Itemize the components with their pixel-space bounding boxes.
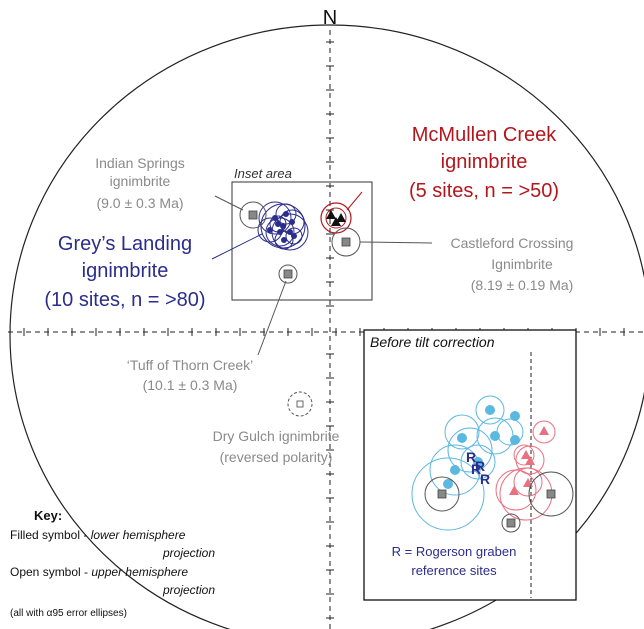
mcmullen-creek-site [320,202,352,234]
greys-landing-points [267,211,297,243]
thorn-creek-site [278,264,298,284]
rogerson-legend-line2: reference sites [411,563,497,578]
mcmullen-creek-label: McMullen Creek ignimbrite (5 sites, n = … [409,124,559,202]
svg-text:Indian Springs: Indian Springs [95,155,185,171]
indian-springs-label: Indian Springs ignimbrite (9.0 ± 0.3 Ma) [95,155,185,211]
svg-text:Ignimbrite: Ignimbrite [491,256,553,272]
before-tilt-title: Before tilt correction [370,334,495,350]
svg-text:(5 sites, n = >50): (5 sites, n = >50) [409,180,559,202]
svg-text:McMullen Creek: McMullen Creek [412,124,557,146]
greys-landing-label: Grey’s Landing ignimbrite (10 sites, n =… [44,233,205,311]
svg-text:R: R [475,458,485,474]
key-filled-line2: projection [162,546,215,560]
dry-gulch-label: Dry Gulch ignimbrite (reversed polarity) [213,428,340,465]
thorn-creek-label: ‘Tuff of Thorn Creek’ (10.1 ± 0.3 Ma) [127,357,254,393]
inset-area-label: Inset area [234,166,292,181]
stereonet-axes [8,30,644,629]
inset-area-box [231,181,373,301]
before-tilt-gray-sites [424,471,574,533]
dry-gulch-site [287,391,313,417]
svg-text:(10 sites, n = >80): (10 sites, n = >80) [44,289,205,311]
svg-text:Grey’s Landing: Grey’s Landing [58,233,192,255]
svg-text:(8.19 ± 0.19 Ma): (8.19 ± 0.19 Ma) [471,277,574,293]
svg-text:R: R [466,449,476,465]
svg-text:ignimbrite: ignimbrite [82,260,169,282]
before-tilt-blue-cluster [411,395,524,531]
castleford-label: Castleford Crossing Ignimbrite (8.19 ± 0… [451,235,574,293]
leader-lines [211,191,433,356]
before-tilt-pink-cluster [495,420,556,521]
rogerson-legend-line1: R = Rogerson graben [392,544,517,559]
svg-text:R: R [471,461,481,477]
key-open-line: Open symbol - upper hemisphere [10,565,188,579]
svg-text:‘Tuff of Thorn Creek’: ‘Tuff of Thorn Creek’ [127,357,254,373]
indian-springs-site [239,201,267,229]
before-tilt-blue-points [443,405,520,489]
key-legend: Key: Filled symbol - lower hemisphere pr… [10,508,215,619]
rogerson-markers: R R R R [466,449,490,487]
svg-text:(10.1 ± 0.3 Ma): (10.1 ± 0.3 Ma) [143,377,238,393]
before-tilt-pink-points [509,426,549,495]
svg-text:Dry Gulch ignimbrite: Dry Gulch ignimbrite [213,428,340,444]
stereonet-primitive-circle [9,24,644,629]
key-filled-line: Filled symbol - lower hemisphere [10,528,186,542]
svg-text:R: R [480,471,490,487]
svg-text:ignimbrite: ignimbrite [441,151,528,173]
svg-text:(reversed polarity): (reversed polarity) [220,449,333,465]
key-note: (all with α95 error ellipses) [10,608,127,619]
north-label: N [323,7,337,29]
before-tilt-inset: Before tilt correction R R R [363,329,577,601]
castleford-crossing-site [331,227,361,257]
greys-landing-cluster [257,201,309,251]
svg-text:ignimbrite: ignimbrite [110,173,171,189]
svg-text:Castleford Crossing: Castleford Crossing [451,235,574,251]
key-title: Key: [34,508,62,523]
svg-text:(9.0 ± 0.3 Ma): (9.0 ± 0.3 Ma) [96,195,183,211]
key-open-line2: projection [162,583,215,597]
